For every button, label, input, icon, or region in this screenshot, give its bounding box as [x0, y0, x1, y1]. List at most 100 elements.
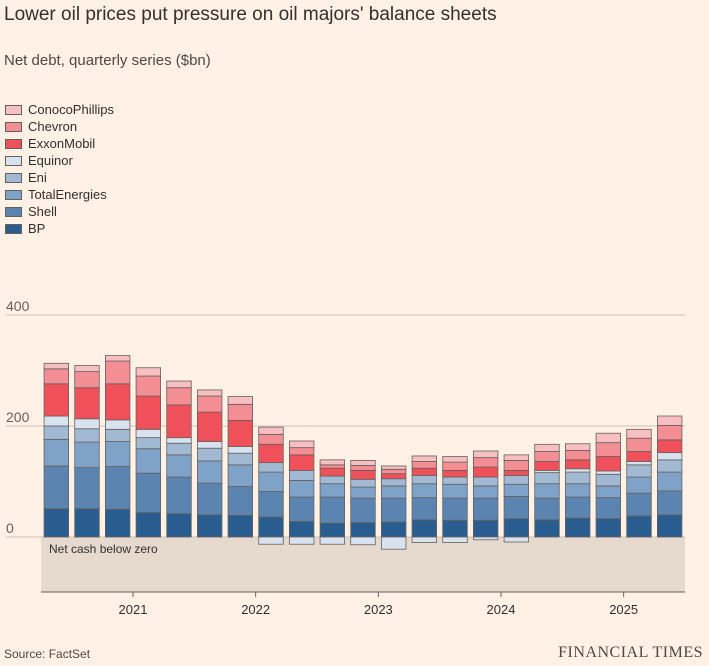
bar-conocophillips — [657, 415, 683, 426]
bar-exxonmobil — [626, 451, 652, 462]
bar-eni — [288, 469, 315, 481]
bar-totalenergies — [472, 485, 499, 499]
bar-conocophillips — [503, 454, 530, 461]
bar-conocophillips — [135, 367, 162, 377]
bar-conocophillips — [319, 459, 346, 466]
bar-chevron — [135, 375, 162, 397]
bar-totalenergies — [534, 483, 560, 499]
bar-totalenergies — [105, 441, 131, 467]
bar-equinor — [258, 536, 284, 545]
bar-shell — [135, 472, 162, 513]
bar-shell — [258, 491, 284, 518]
bar-totalenergies — [43, 438, 70, 467]
legend-swatch — [5, 189, 22, 200]
bar-bp — [74, 508, 100, 538]
bar-totalenergies — [227, 464, 254, 487]
bar-exxonmobil — [105, 383, 131, 421]
bar-equinor — [74, 418, 100, 430]
bar-bp — [105, 508, 131, 538]
bar-exxonmobil — [411, 467, 438, 476]
bar-shell — [565, 496, 591, 519]
bar-eni — [74, 428, 100, 443]
bar-eni — [43, 425, 70, 440]
legend-label: BP — [28, 221, 46, 236]
bar-equinor — [196, 441, 223, 449]
bar-bp — [227, 514, 254, 538]
bar-shell — [350, 497, 376, 523]
bar-equinor — [319, 536, 346, 545]
bar-chevron — [411, 461, 438, 469]
legend-label: ConocoPhillips — [28, 102, 114, 117]
bar-chevron — [350, 464, 376, 471]
bar-bp — [43, 508, 70, 538]
bar-shell — [43, 465, 70, 510]
bar-exxonmobil — [196, 411, 223, 442]
bar-bp — [626, 515, 652, 538]
bar-chevron — [43, 368, 70, 385]
legend-item-exxonmobil: ExxonMobil — [5, 135, 114, 152]
bar-totalenergies — [135, 448, 162, 474]
bar-chevron — [472, 457, 499, 468]
bar-chevron — [380, 468, 407, 475]
legend-item-bp: BP — [5, 220, 114, 237]
bar-equinor — [442, 536, 468, 543]
bar-shell — [166, 476, 192, 515]
x-tick-label: 2022 — [241, 602, 270, 617]
bar-bp — [565, 517, 591, 538]
bar-chevron — [657, 425, 683, 441]
legend-swatch — [5, 223, 22, 234]
bar-eni — [350, 478, 376, 488]
legend-item-totalenergies: TotalEnergies — [5, 186, 114, 203]
bar-totalenergies — [411, 483, 438, 499]
bar-chevron — [288, 447, 315, 456]
legend-label: Equinor — [28, 153, 73, 168]
bar-eni — [380, 478, 407, 487]
legend-label: TotalEnergies — [28, 187, 107, 202]
bar-totalenergies — [503, 483, 530, 497]
bar-exxonmobil — [472, 466, 499, 478]
bar-bp — [442, 519, 468, 538]
bar-bp — [135, 512, 162, 538]
bar-totalenergies — [196, 460, 223, 484]
bar-shell — [380, 497, 407, 523]
bar-equinor — [472, 536, 499, 541]
bar-totalenergies — [350, 486, 376, 499]
bar-conocophillips — [288, 440, 315, 449]
bar-totalenergies — [74, 441, 100, 469]
x-tick-label: 2021 — [119, 602, 148, 617]
bar-totalenergies — [626, 476, 652, 494]
legend-swatch — [5, 172, 22, 183]
chart-title: Lower oil prices put pressure on oil maj… — [4, 4, 497, 25]
y-tick-label: 0 — [6, 520, 14, 536]
bar-chevron — [595, 442, 622, 457]
bar-equinor — [288, 536, 315, 545]
bar-eni — [503, 474, 530, 485]
bar-shell — [657, 490, 683, 516]
bar-equinor — [350, 536, 376, 546]
legend-swatch — [5, 104, 22, 115]
bar-bp — [595, 518, 622, 538]
bar-bp — [657, 514, 683, 538]
bar-chevron — [442, 461, 468, 471]
bar-shell — [442, 497, 468, 521]
publisher-logo: FINANCIAL TIMES — [558, 644, 703, 661]
bar-exxonmobil — [135, 395, 162, 430]
bar-shell — [74, 467, 100, 510]
bar-shell — [196, 482, 223, 516]
bar-shell — [319, 496, 346, 524]
bar-conocophillips — [350, 460, 376, 466]
bar-chevron — [227, 403, 254, 421]
legend-item-conocophillips: ConocoPhillips — [5, 101, 114, 118]
bar-bp — [319, 522, 346, 538]
bar-eni — [411, 474, 438, 485]
bar-exxonmobil — [43, 383, 70, 417]
bar-equinor — [626, 461, 652, 466]
legend-swatch — [5, 155, 22, 166]
bar-totalenergies — [565, 483, 591, 498]
bar-shell — [288, 496, 315, 522]
bar-chevron — [258, 433, 284, 445]
bar-bp — [288, 521, 315, 538]
bar-conocophillips — [595, 432, 622, 444]
legend-label: Eni — [28, 170, 47, 185]
bar-eni — [135, 437, 162, 450]
